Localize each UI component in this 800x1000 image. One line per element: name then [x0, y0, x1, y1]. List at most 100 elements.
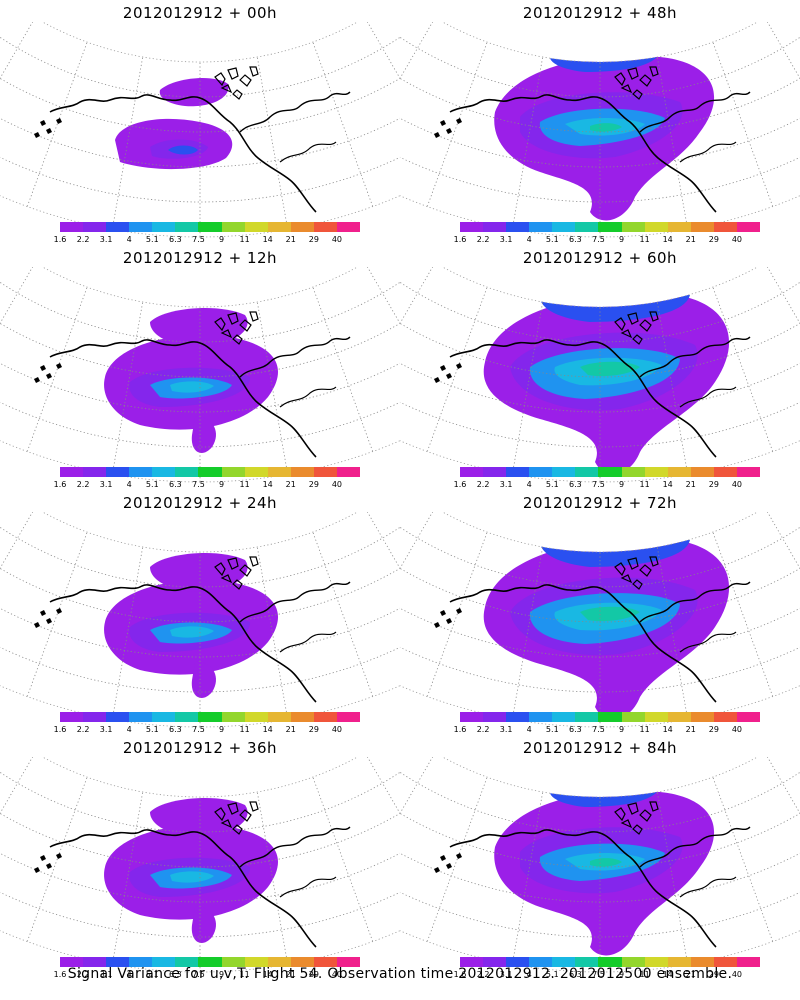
colorbar-tick-label: 7.5	[592, 970, 605, 979]
colorbar-tick-label: 4	[526, 725, 532, 734]
colorbar-tick-label: 40	[731, 970, 743, 979]
variance-region	[580, 361, 640, 377]
colorbar-swatch	[552, 712, 576, 722]
colorbar-swatch	[736, 467, 761, 477]
colorbar-swatch	[529, 467, 553, 477]
colorbar-tick-label: 6.3	[569, 725, 582, 734]
colorbar-tick-label: 3.1	[499, 235, 513, 244]
colorbar-swatch	[713, 222, 737, 232]
colorbar-swatch	[152, 957, 176, 967]
colorbar-tick-label: 3.1	[99, 480, 113, 489]
colorbar-swatch	[690, 222, 714, 232]
colorbar-tick-label: 1.6	[453, 480, 467, 489]
colorbar-swatch	[575, 712, 599, 722]
colorbar-tick-label: 29	[308, 480, 319, 489]
colorbar-swatch	[460, 467, 484, 477]
colorbar-tick-label: 6.3	[569, 970, 582, 979]
colorbar-swatch	[598, 957, 622, 967]
colorbar-swatch	[129, 222, 153, 232]
colorbar-tick-label: 6.3	[569, 235, 582, 244]
colorbar-tick-label: 40	[331, 725, 343, 734]
colorbar-swatch	[621, 222, 645, 232]
colorbar-tick-label: 14	[662, 235, 673, 244]
colorbar-tick-label: 5.1	[145, 725, 159, 734]
colorbar-tick-label: 5.1	[545, 970, 559, 979]
colorbar-swatch	[313, 957, 337, 967]
colorbar-tick-label: 29	[708, 480, 719, 489]
colorbar-swatch	[221, 222, 245, 232]
colorbar-tick-label: 9	[218, 235, 225, 244]
colorbar-swatch	[483, 957, 507, 967]
colorbar-tick-label: 3.1	[499, 480, 513, 489]
colorbar-tick-label: 21	[285, 725, 296, 734]
colorbar-swatch	[106, 222, 130, 232]
panel-title: 2012012912 + 60h	[522, 249, 678, 267]
colorbar-tick-label: 11	[239, 235, 250, 244]
map-panel: 2012012912 + 36h 1.6 2.2 3.1 4 5.1 6.3 7.5 9 11 14…	[0, 735, 400, 980]
colorbar-swatch	[83, 712, 107, 722]
colorbar-swatch	[713, 712, 737, 722]
colorbar-swatch	[667, 467, 691, 477]
colorbar-swatch	[713, 957, 737, 967]
colorbar-swatch	[621, 712, 645, 722]
colorbar-swatch	[552, 467, 576, 477]
colorbar-swatch	[129, 957, 153, 967]
colorbar-tick-label: 21	[685, 235, 696, 244]
colorbar	[460, 467, 761, 477]
colorbar-tick-label: 3.1	[499, 970, 513, 979]
colorbar-tick-label: 21	[285, 480, 296, 489]
colorbar-tick-label: 1.6	[53, 725, 67, 734]
colorbar-swatch	[313, 222, 337, 232]
colorbar-swatch	[175, 222, 199, 232]
colorbar-swatch	[60, 222, 84, 232]
colorbar-swatch	[575, 957, 599, 967]
colorbar-swatch	[221, 467, 245, 477]
colorbar-tick-label: 29	[708, 970, 719, 979]
colorbar-tick-label: 29	[308, 725, 319, 734]
colorbar-tick-label: 9	[618, 970, 625, 979]
colorbar-swatch	[713, 467, 737, 477]
colorbar-tick-label: 2.2	[476, 235, 490, 244]
forecast-map	[400, 22, 800, 238]
colorbar-tick-label: 11	[239, 725, 250, 734]
map-panel: 2012012912 + 00h 1.6 2.2 3.1 4 5.1 6.3 7.5 9 11 14…	[0, 0, 400, 245]
colorbar-tick-label: 7.5	[192, 235, 205, 244]
coastline	[449, 584, 717, 703]
colorbar-labels: 1.6 2.2 3.1 4 5.1 6.3 7.5 9 11 14 21 29 40	[440, 725, 780, 737]
colorbar-swatch	[736, 957, 761, 967]
panel-title: 2012012912 + 36h	[122, 739, 278, 757]
panel-title: 2012012912 + 00h	[122, 4, 278, 22]
colorbar-swatch	[83, 467, 107, 477]
colorbar-swatch	[152, 222, 176, 232]
colorbar-tick-label: 1.6	[453, 725, 467, 734]
colorbar-tick-label: 29	[308, 970, 319, 979]
panel-title: 2012012912 + 72h	[522, 494, 678, 512]
colorbar-swatch	[244, 222, 268, 232]
colorbar-swatch	[667, 712, 691, 722]
colorbar-tick-label: 29	[708, 235, 719, 244]
colorbar-swatch	[460, 712, 484, 722]
colorbar-labels: 1.6 2.2 3.1 4 5.1 6.3 7.5 9 11 14 21 29 40	[40, 725, 380, 737]
colorbar-swatch	[290, 712, 314, 722]
colorbar-tick-label: 14	[262, 235, 273, 244]
colorbar-swatch	[667, 957, 691, 967]
colorbar-tick-label: 3.1	[499, 725, 513, 734]
colorbar-swatch	[598, 712, 622, 722]
colorbar-tick-label: 29	[308, 235, 319, 244]
colorbar-tick-label: 2.2	[76, 725, 90, 734]
colorbar-swatch	[529, 957, 553, 967]
colorbar-tick-label: 40	[731, 235, 743, 244]
colorbar-tick-label: 5.1	[545, 480, 559, 489]
colorbar-swatch	[267, 712, 291, 722]
colorbar-tick-label: 21	[285, 235, 296, 244]
colorbar-tick-label: 14	[262, 970, 273, 979]
colorbar-tick-label: 5.1	[145, 970, 159, 979]
coastline	[49, 339, 317, 458]
variance-region	[590, 123, 622, 132]
colorbar-swatch	[336, 712, 361, 722]
colorbar-tick-label: 9	[218, 725, 225, 734]
colorbar-swatch	[83, 222, 107, 232]
coastline	[49, 829, 317, 948]
colorbar-tick-label: 1.6	[53, 235, 67, 244]
colorbar-swatch	[598, 222, 622, 232]
